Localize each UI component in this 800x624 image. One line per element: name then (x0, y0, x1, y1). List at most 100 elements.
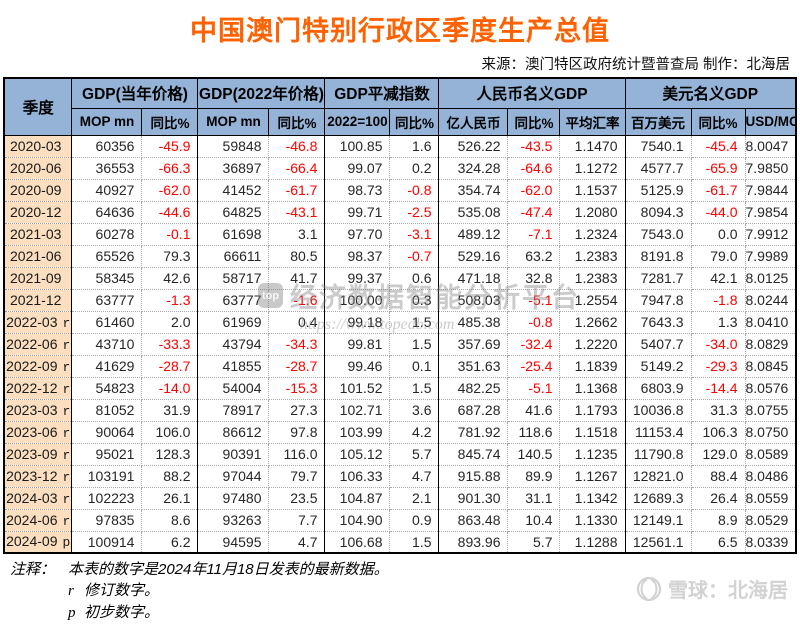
value-cell: 31.1 (507, 487, 561, 510)
bottom-watermark-text: 雪球：北海居 (668, 580, 788, 602)
value-cell: 8.0559 (745, 487, 797, 510)
value-cell: -47.4 (507, 201, 561, 224)
value-cell: -43.5 (507, 135, 561, 158)
value-cell: 781.92 (438, 421, 509, 444)
value-cell: 1.1342 (559, 487, 626, 510)
value-cell: -0.1 (141, 223, 199, 246)
value-cell: -61.7 (268, 179, 326, 202)
quarter-label: 2023-12 (6, 467, 58, 484)
column-header-quarter: 季度 (3, 77, 73, 136)
value-cell: 1.1470 (559, 135, 626, 158)
value-cell: 1.2220 (559, 333, 626, 356)
value-cell: 100.00 (324, 289, 391, 312)
value-cell: 59848 (197, 135, 270, 158)
value-cell: 60356 (71, 135, 143, 158)
value-cell: 1.1288 (559, 531, 626, 554)
value-cell: 7.7 (268, 509, 326, 532)
table-row: 2020-09 40927 -62.0 41452 -61.7 98.73 -0.8 354… (3, 179, 797, 202)
value-cell: 1.3 (691, 311, 746, 334)
group-header-rmb-gdp: 人民币名义GDP (438, 77, 626, 109)
value-cell: 105.12 (324, 443, 391, 466)
value-cell: 0.0 (691, 223, 746, 246)
value-cell: -5.1 (507, 289, 561, 312)
value-cell: 36553 (71, 157, 143, 180)
value-cell: 61460 (71, 311, 143, 334)
value-cell: 10.4 (507, 509, 561, 532)
value-cell: -66.4 (268, 157, 326, 180)
value-cell: 88.2 (141, 465, 199, 488)
table-row: 2024-06 r 97835 8.6 93263 7.7 104.90 0.9 863.48… (3, 509, 797, 532)
value-cell: 128.3 (141, 443, 199, 466)
value-cell: -0.7 (389, 245, 440, 268)
value-cell: 43794 (197, 333, 270, 356)
subheader-index-base: 2022=100 (324, 107, 391, 136)
value-cell: 90391 (197, 443, 270, 466)
value-cell: 1.1793 (559, 399, 626, 422)
value-cell: 687.28 (438, 399, 509, 422)
quarter-label: 2022-03 (6, 313, 58, 330)
value-cell: 5125.9 (625, 179, 692, 202)
value-cell: -3.1 (389, 223, 440, 246)
value-cell: -0.8 (389, 179, 440, 202)
value-cell: -14.0 (141, 377, 199, 400)
value-cell: 489.12 (438, 223, 509, 246)
value-cell: 1.2324 (559, 223, 626, 246)
value-cell: 97.8 (268, 421, 326, 444)
value-cell: 3.6 (389, 399, 440, 422)
value-cell: 41.7 (268, 267, 326, 290)
quarter-cell: 2020-12 (3, 201, 73, 224)
subheader-mop-mn-2: MOP mn (197, 107, 270, 136)
table-row: 2023-09 r 95021 128.3 90391 116.0 105.12 5.7 84… (3, 443, 797, 466)
value-cell: 41452 (197, 179, 270, 202)
quarter-label: 2022-06 (6, 335, 58, 352)
value-cell: -61.7 (691, 179, 746, 202)
value-cell: 101.52 (324, 377, 391, 400)
subheader-avg-rate: 平均汇率 (559, 107, 626, 136)
quarter-cell: 2020-09 (3, 179, 73, 202)
value-cell: 129.0 (691, 443, 746, 466)
value-cell: 8.0529 (745, 509, 797, 532)
value-cell: -15.3 (268, 377, 326, 400)
value-cell: 1.1839 (559, 355, 626, 378)
note-text: 本表的数字是2024年11月18日发表的最新数据。 (68, 561, 389, 578)
value-cell: 351.63 (438, 355, 509, 378)
value-cell: 6.2 (141, 531, 199, 554)
source-line: 来源：澳门特区政府统计暨普查局 制作：北海居 (481, 57, 790, 73)
value-cell: 482.25 (438, 377, 509, 400)
value-cell: 11153.4 (625, 421, 692, 444)
value-cell: 5149.2 (625, 355, 692, 378)
table-row: 2022-06 r 43710 -33.3 43794 -34.3 99.81 1.5 357… (3, 333, 797, 356)
value-cell: 7540.1 (625, 135, 692, 158)
value-cell: 1.6 (389, 135, 440, 158)
value-cell: 1.5 (389, 377, 440, 400)
value-cell: 31.9 (141, 399, 199, 422)
quarter-cell: 2020-06 (3, 157, 73, 180)
value-cell: 1.1272 (559, 157, 626, 180)
table-row: 2021-06 65526 79.3 66611 80.5 98.37 -0.7 529.1… (3, 245, 797, 268)
quarter-cell: 2024-06 r (3, 509, 73, 532)
value-cell: 140.5 (507, 443, 561, 466)
subheader-yoy-3: 同比% (389, 107, 440, 136)
subheader-usd-mn: 百万美元 (624, 107, 692, 136)
value-cell: 90064 (71, 421, 143, 444)
subheader-yoy-1: 同比% (141, 107, 199, 136)
value-cell: -64.6 (507, 157, 561, 180)
value-cell: 1.1235 (559, 443, 626, 466)
subheader-yoy-5: 同比% (690, 107, 746, 136)
quarter-cell: 2022-06 r (3, 333, 73, 356)
value-cell: -44.0 (691, 201, 746, 224)
value-cell: 1.2662 (559, 311, 626, 334)
note-line-r: r 修订数字。 (10, 580, 800, 602)
quarter-label: 2023-09 (6, 445, 58, 462)
value-cell: 41855 (197, 355, 270, 378)
value-cell: 106.0 (141, 421, 199, 444)
value-cell: 99.18 (324, 311, 391, 334)
quarter-cell: 2021-09 (3, 267, 73, 290)
value-cell: 12821.0 (625, 465, 692, 488)
value-cell: 915.88 (438, 465, 509, 488)
value-cell: -33.3 (141, 333, 199, 356)
value-cell: 8.0755 (745, 399, 797, 422)
value-cell: -25.4 (507, 355, 561, 378)
value-cell: 0.1 (389, 355, 440, 378)
value-cell: -0.8 (507, 311, 561, 334)
